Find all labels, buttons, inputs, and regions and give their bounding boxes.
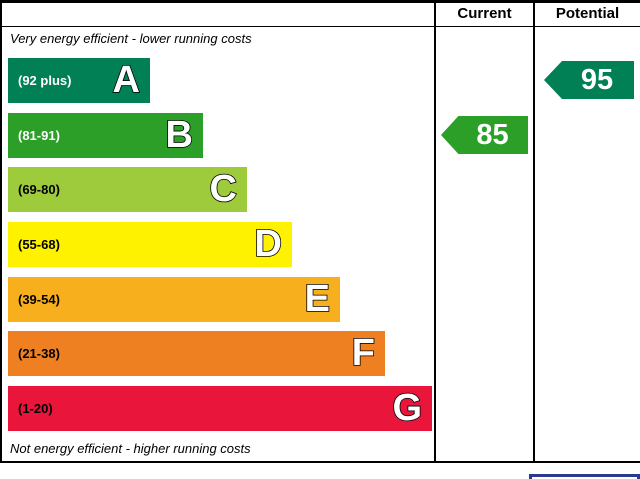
band-bar-a: (92 plus) A	[8, 58, 150, 103]
band-row-f: (21-38) F	[8, 331, 385, 376]
band-range-label: (92 plus)	[18, 73, 72, 88]
current-rating-arrow: 85	[441, 116, 528, 154]
current-rating-value: 85	[476, 118, 509, 151]
chart-left-border	[0, 0, 2, 463]
band-range-label: (55-68)	[18, 237, 60, 252]
band-range-label: (21-38)	[18, 346, 60, 361]
band-range-label: (1-20)	[18, 401, 53, 416]
band-range-label: (39-54)	[18, 292, 60, 307]
header-separator-line	[0, 26, 640, 27]
band-letter: C	[209, 167, 238, 211]
band-bar-d: (55-68) D	[8, 222, 292, 267]
band-row-a: (92 plus) A	[8, 58, 150, 103]
current-column-divider	[434, 0, 436, 463]
bottom-efficiency-note: Not energy efficient - higher running co…	[10, 441, 251, 456]
band-range-label: (81-91)	[18, 128, 60, 143]
band-letter: A	[112, 58, 141, 102]
potential-column-header: Potential	[555, 5, 620, 22]
band-row-d: (55-68) D	[8, 222, 292, 267]
band-row-b: (81-91) B	[8, 113, 203, 158]
band-range-label: (69-80)	[18, 182, 60, 197]
chart-bottom-border	[0, 461, 640, 463]
band-row-g: (1-20) G	[8, 386, 432, 431]
band-letter: E	[304, 277, 331, 321]
potential-column-divider	[533, 0, 535, 463]
band-letter: D	[254, 222, 283, 266]
band-bar-g: (1-20) G	[8, 386, 432, 431]
band-bar-f: (21-38) F	[8, 331, 385, 376]
band-row-c: (69-80) C	[8, 167, 247, 212]
potential-rating-arrow: 95	[544, 61, 634, 99]
chart-top-border	[0, 0, 640, 3]
band-row-e: (39-54) E	[8, 277, 340, 322]
band-bar-b: (81-91) B	[8, 113, 203, 158]
band-letter: F	[351, 331, 376, 375]
band-bar-c: (69-80) C	[8, 167, 247, 212]
top-efficiency-note: Very energy efficient - lower running co…	[10, 31, 252, 46]
band-bar-e: (39-54) E	[8, 277, 340, 322]
potential-rating-value: 95	[580, 63, 614, 96]
current-column-header: Current	[457, 5, 512, 22]
band-letter: G	[392, 386, 423, 430]
band-letter: B	[165, 113, 194, 157]
next-section-box-fragment	[529, 474, 640, 479]
